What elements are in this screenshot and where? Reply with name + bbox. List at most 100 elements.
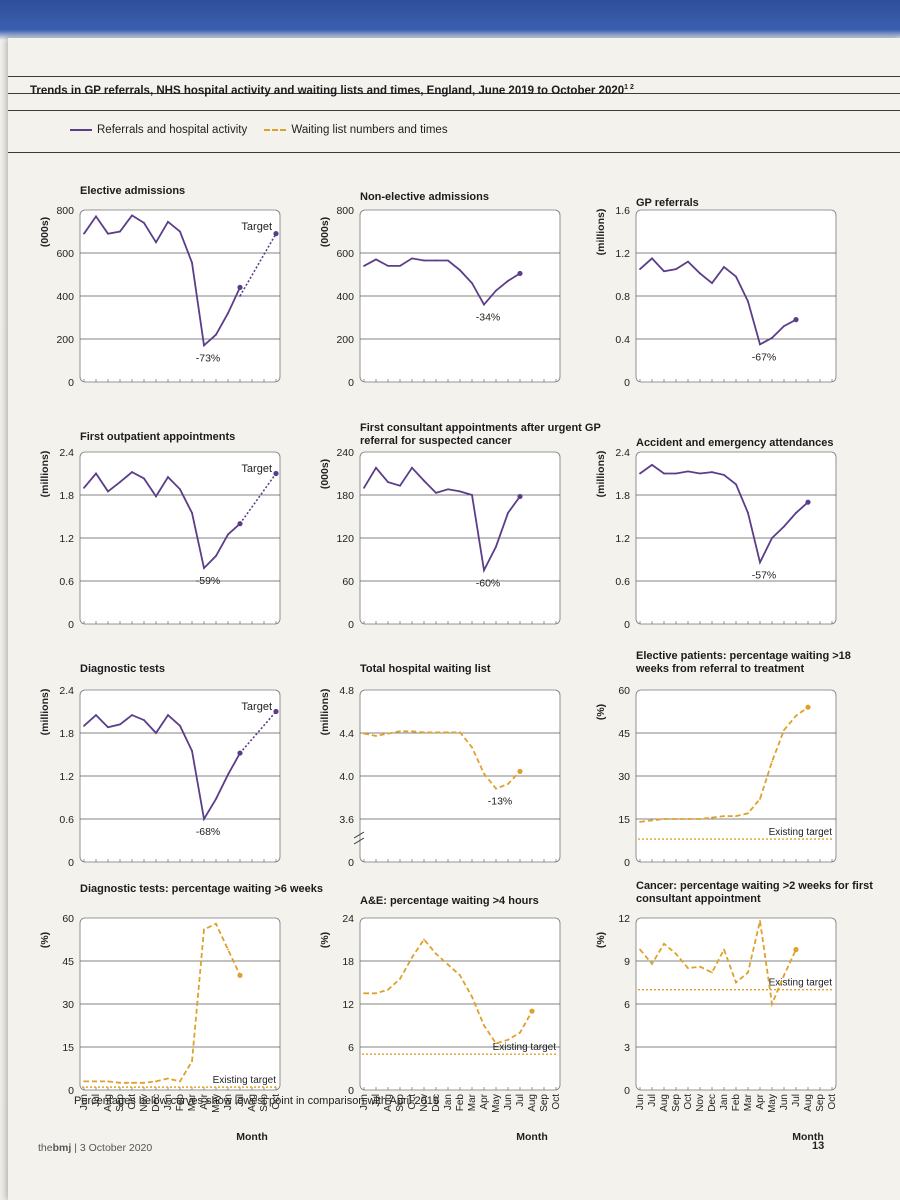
- data-point: [375, 258, 377, 261]
- data-point: [471, 746, 473, 749]
- data-point: [239, 752, 241, 754]
- y-tick-label: 1.2: [59, 771, 74, 783]
- month-tick-label: Jul: [647, 1094, 658, 1107]
- data-point: [167, 220, 169, 223]
- y-tick-label: 800: [56, 205, 74, 217]
- data-point: [179, 230, 181, 233]
- data-point: [95, 472, 97, 475]
- legend-dashed-label: Waiting list numbers and times: [291, 124, 448, 136]
- data-point: [471, 282, 473, 284]
- data-point: [107, 1080, 109, 1083]
- data-point: [759, 919, 761, 922]
- data-point: [471, 995, 473, 998]
- data-point: [95, 215, 97, 218]
- data-point: [447, 963, 449, 966]
- y-tick-label: 1.6: [615, 205, 630, 217]
- x-axis-label: Month: [792, 1131, 824, 1143]
- data-point: [651, 819, 653, 822]
- series-end-marker: [273, 470, 279, 477]
- y-axis-label: (millions): [319, 689, 331, 736]
- data-point: [651, 464, 653, 466]
- data-point: [711, 471, 713, 473]
- data-point: [227, 533, 229, 536]
- data-point: [483, 1024, 485, 1027]
- month-tick-label: May: [767, 1094, 778, 1113]
- y-tick-label: 0: [624, 377, 630, 389]
- data-point: [639, 268, 641, 271]
- chart-title-line: Elective patients: percentage waiting >1…: [636, 650, 851, 662]
- y-axis-label: (%): [595, 932, 607, 948]
- month-tick-label: Nov: [419, 1094, 430, 1112]
- data-point: [435, 731, 437, 734]
- data-point: [699, 818, 701, 820]
- data-point: [711, 816, 713, 819]
- x-axis-label: Month: [236, 1131, 268, 1143]
- data-point: [759, 561, 761, 564]
- chart-title-line: Cancer: percentage waiting >2 weeks for …: [636, 880, 873, 892]
- month-tick-label: Jul: [791, 1094, 802, 1107]
- data-point: [771, 760, 773, 763]
- y-tick-label: 180: [336, 490, 354, 502]
- month-tick-label: Apr: [755, 1093, 766, 1109]
- data-point: [119, 1081, 121, 1084]
- month-tick-label: Mar: [743, 1093, 754, 1111]
- data-point: [639, 820, 641, 823]
- data-point: [747, 512, 749, 514]
- data-point: [423, 938, 425, 941]
- data-point: [227, 948, 229, 951]
- data-point: [107, 726, 109, 729]
- series-end-marker: [237, 972, 243, 978]
- month-tick-label: Jun: [779, 1094, 790, 1110]
- data-point: [735, 483, 737, 486]
- y-tick-label: 0: [68, 1085, 74, 1097]
- data-point: [227, 773, 229, 776]
- data-point: [119, 481, 121, 483]
- chart-panel-3: GP referrals 0 0.4 0.8 1.2 1.6 (millions) -67%: [595, 197, 837, 389]
- month-tick-label: Oct: [127, 1094, 138, 1110]
- data-point: [387, 732, 389, 735]
- legend-item-dashed: Waiting list numbers and times: [264, 124, 448, 136]
- chart-title: A&E: percentage waiting >4 hours: [360, 895, 539, 907]
- y-tick-label: 0: [348, 619, 354, 631]
- data-point: [191, 1060, 193, 1063]
- data-point: [483, 569, 485, 572]
- data-point: [83, 724, 85, 727]
- month-tick-label: Feb: [175, 1094, 186, 1112]
- chart-panel-10: Diagnostic tests: percentage waiting >6 …: [39, 883, 323, 1143]
- target-annotation: Target: [241, 463, 272, 475]
- y-tick-label: 0: [348, 1085, 354, 1097]
- month-tick-label: Jun: [635, 1094, 646, 1110]
- month-tick-label: Jul: [515, 1094, 526, 1107]
- month-tick-label: Jul: [371, 1094, 382, 1107]
- y-tick-label: 200: [336, 334, 354, 346]
- y-tick-label: 1.2: [59, 533, 74, 545]
- top-rule-2: [8, 93, 900, 94]
- lowest-point-annotation: -67%: [752, 351, 777, 363]
- data-point: [363, 265, 365, 267]
- data-point: [155, 732, 157, 734]
- y-tick-label: 4.8: [339, 685, 354, 697]
- y-tick-label: 0.6: [59, 576, 74, 588]
- chart-title: First consultant appointments after urge…: [360, 422, 601, 447]
- data-point: [507, 280, 509, 282]
- data-point: [399, 265, 401, 267]
- chart-title-line: GP referrals: [636, 197, 699, 209]
- chart-title-line: Diagnostic tests: [80, 663, 165, 675]
- month-tick-label: Dec: [151, 1094, 162, 1112]
- data-point: [483, 303, 485, 306]
- data-point: [399, 484, 401, 487]
- data-point: [447, 488, 449, 491]
- data-point: [699, 472, 701, 475]
- data-point: [143, 222, 145, 224]
- month-tick-label: Aug: [803, 1094, 814, 1112]
- y-tick-label: 0: [348, 857, 354, 869]
- data-point: [723, 948, 725, 951]
- month-tick-label: Sep: [395, 1094, 406, 1112]
- y-tick-label: 24: [342, 913, 354, 925]
- chart-title: Elective patients: percentage waiting >1…: [635, 650, 851, 675]
- y-tick-label: 4.4: [339, 728, 354, 740]
- data-point: [507, 1038, 509, 1041]
- data-point: [447, 731, 449, 734]
- month-tick-label: Jan: [443, 1094, 454, 1110]
